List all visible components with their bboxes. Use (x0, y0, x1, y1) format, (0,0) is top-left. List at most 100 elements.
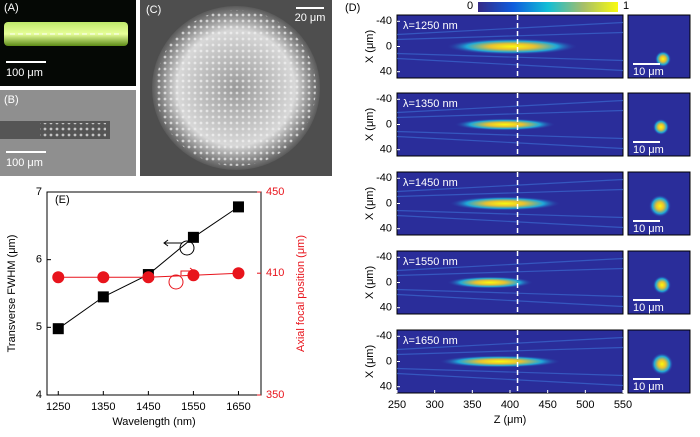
beam-streak (396, 135, 624, 150)
inset-scale-label: 10 μm (633, 302, 664, 314)
beam-focus (455, 118, 555, 131)
row-label: λ=1550 nm (403, 256, 458, 268)
inset-scale-label: 10 μm (633, 66, 664, 78)
beam-streak (396, 188, 624, 198)
x-tick-label: 1450 (136, 401, 160, 413)
x-tick-label: 350 (463, 399, 481, 411)
inset (627, 14, 691, 79)
x-tick-label: 1650 (226, 401, 250, 413)
y-tick-label: 0 (386, 197, 392, 209)
panel-label: (A) (4, 2, 19, 14)
panel-label: (D) (345, 2, 360, 14)
beam-focus (447, 38, 577, 55)
scale-label: 20 μm (295, 12, 326, 24)
y-tick-label: 40 (380, 223, 392, 235)
y-axis-label: X (μm) (364, 30, 376, 63)
y-tick-label: 40 (380, 381, 392, 393)
y-axis-label: X (μm) (364, 187, 376, 220)
x-tick-label: 1550 (181, 401, 205, 413)
inset-scale-label: 10 μm (633, 223, 664, 235)
y-tick-label: 0 (386, 118, 392, 130)
y2-tick-label: 410 (266, 267, 284, 279)
x-tick-label: 300 (425, 399, 443, 411)
row-label: λ=1650 nm (403, 335, 458, 347)
beam-streak (396, 52, 624, 62)
y-tick-label: -40 (376, 15, 392, 27)
x-tick-label: 1250 (46, 401, 70, 413)
marker (232, 201, 244, 213)
inset-spot (651, 353, 673, 375)
plot-frame (46, 191, 262, 396)
beam-focus (447, 276, 533, 289)
x-tick-label: 550 (614, 399, 632, 411)
dome-texture (156, 10, 316, 166)
beam-streak (396, 288, 624, 298)
x-tick-label: 400 (501, 399, 519, 411)
marker (142, 271, 155, 284)
y-tick-label: 40 (380, 302, 392, 314)
row-label: λ=1450 nm (403, 177, 458, 189)
annotation-arrow (163, 239, 182, 247)
marker (187, 269, 200, 282)
inset-spot (653, 119, 669, 135)
y-tick-label: 40 (380, 144, 392, 156)
row-label: λ=1250 nm (403, 20, 458, 32)
y-tick-label: 0 (386, 276, 392, 288)
x-tick-label: 450 (538, 399, 556, 411)
y-tick-label: -40 (376, 251, 392, 263)
y-tick-label: -40 (376, 172, 392, 184)
panel-label: (C) (146, 4, 161, 16)
y2-axis-label: Axial focal position (μm) (295, 235, 307, 352)
y-tick-label: 6 (36, 254, 42, 266)
marker (232, 267, 245, 280)
colorbar-label: 0 (467, 0, 473, 12)
panel-label: (B) (4, 94, 19, 106)
y-tick-label: 5 (36, 321, 42, 333)
beam-streak (396, 336, 624, 351)
beam-streak (396, 130, 624, 140)
y-tick-label: 0 (386, 355, 392, 367)
y2-tick-label: 450 (266, 186, 284, 198)
colorbar (478, 2, 618, 12)
x-axis-label: Z (μm) (494, 414, 527, 426)
x-tick-label: 500 (576, 399, 594, 411)
marker (52, 271, 65, 284)
marker (187, 231, 199, 243)
scale-label: 100 μm (6, 67, 43, 79)
beam-streak (396, 367, 624, 377)
beam-streak (396, 346, 624, 356)
beam-streak (396, 21, 624, 36)
beam-streak (396, 209, 624, 219)
panel-label: (E) (55, 194, 70, 206)
beam-streak (396, 178, 624, 193)
y-axis-label: X (μm) (364, 345, 376, 378)
marker (97, 271, 110, 284)
marker (52, 323, 64, 335)
y-tick-label: 7 (36, 186, 42, 198)
inset-spot (649, 195, 671, 217)
inset-scale-label: 10 μm (633, 381, 664, 393)
x-axis-label: Wavelength (nm) (112, 416, 195, 428)
annotation-circle (168, 274, 184, 290)
beam-streak (396, 31, 624, 41)
scale-label: 100 μm (6, 157, 43, 169)
row-label: λ=1350 nm (403, 98, 458, 110)
y-axis-label: X (μm) (364, 266, 376, 299)
colorbar-label: 1 (623, 0, 629, 12)
beam-streak (396, 109, 624, 119)
y-tick-label: 0 (386, 40, 392, 52)
beam-focus (450, 196, 560, 211)
y-tick-label: -40 (376, 93, 392, 105)
inset-scale-label: 10 μm (633, 144, 664, 156)
y-axis-label: Transverse FWHM (μm) (6, 235, 18, 353)
tip-texture (40, 123, 106, 137)
beam-streak (396, 57, 624, 72)
beam-streak (396, 214, 624, 229)
y-tick-label: 4 (36, 389, 42, 401)
beam-streak (396, 257, 624, 272)
y-tick-label: -40 (376, 330, 392, 342)
y-axis-label: X (μm) (364, 108, 376, 141)
beam-streak (396, 99, 624, 114)
